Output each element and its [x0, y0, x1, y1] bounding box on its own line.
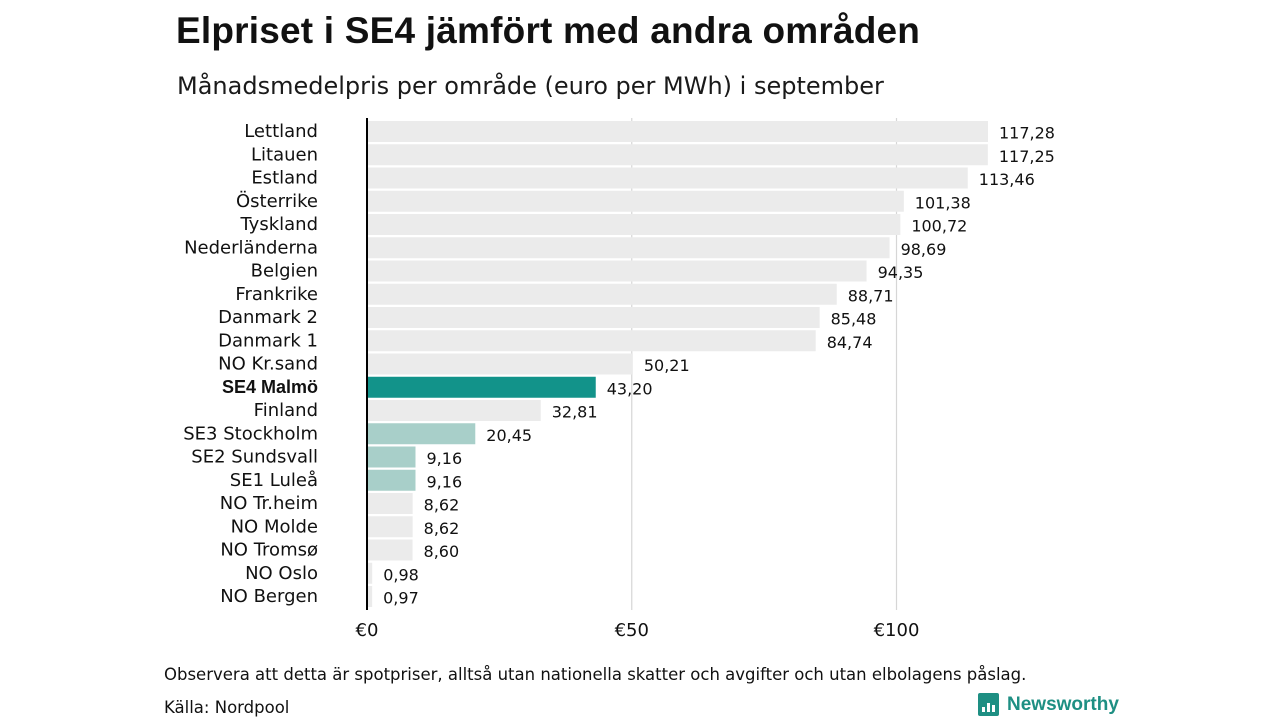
data-label: 88,71 [848, 286, 894, 305]
bar [367, 400, 541, 421]
category-label: SE3 Stockholm [183, 423, 318, 444]
data-label: 98,69 [901, 240, 947, 259]
data-label: 113,46 [979, 170, 1035, 189]
chart-subtitle: Månadsmedelpris per område (euro per MWh… [177, 72, 884, 100]
data-label: 43,20 [607, 379, 653, 398]
bar [367, 423, 476, 445]
bar [367, 353, 633, 375]
brand-name: Newsworthy [1007, 693, 1119, 715]
category-label: Danmark 1 [218, 330, 318, 351]
bar [367, 516, 413, 538]
category-label: Danmark 2 [218, 307, 318, 328]
bar [367, 376, 596, 398]
bar [367, 446, 416, 468]
data-label: 8,62 [424, 519, 460, 538]
bar [367, 167, 968, 189]
data-label: 50,21 [644, 356, 690, 375]
bar [367, 260, 867, 282]
bar [367, 144, 988, 166]
data-label: 32,81 [552, 403, 598, 422]
category-label: Nederländerna [184, 237, 318, 258]
category-label: NO Molde [231, 516, 318, 537]
category-label: NO Tr.heim [220, 493, 318, 514]
bar [367, 539, 413, 561]
category-label: Lettland [244, 121, 318, 142]
category-label: NO Tromsø [220, 540, 318, 561]
data-label: 100,72 [911, 217, 967, 236]
data-label: 8,60 [424, 542, 460, 561]
category-label: Österrike [236, 190, 318, 212]
bar [367, 330, 816, 352]
data-label: 117,28 [999, 124, 1055, 143]
data-label: 101,38 [915, 193, 971, 212]
bar [367, 283, 837, 305]
data-label: 85,48 [831, 310, 877, 329]
bar [367, 586, 373, 607]
category-label: SE1 Luleå [230, 470, 318, 491]
data-label: 84,74 [827, 333, 873, 352]
category-label: Belgien [251, 261, 318, 282]
data-label: 8,62 [424, 496, 460, 515]
chart-title: Elpriset i SE4 jämfört med andra områden [176, 10, 921, 51]
bar [367, 237, 890, 259]
bar [367, 214, 901, 235]
data-label: 0,98 [383, 565, 419, 584]
data-label: 117,25 [999, 147, 1055, 166]
category-label: Litauen [251, 144, 318, 165]
x-tick-label: €50 [615, 620, 649, 641]
data-label: 9,16 [427, 449, 463, 468]
bar-chart-icon [978, 693, 999, 716]
category-label: SE2 Sundsvall [191, 447, 318, 468]
category-label: NO Oslo [245, 563, 318, 584]
category-label: Tyskland [239, 214, 318, 235]
brand-logo[interactable]: Newsworthy [978, 693, 1119, 716]
bar [367, 307, 820, 328]
x-tick-label: €100 [874, 620, 920, 641]
bar [367, 121, 988, 142]
category-label: SE4 Malmö [222, 377, 318, 397]
bar [367, 562, 373, 584]
data-label: 94,35 [878, 263, 924, 282]
category-label: NO Bergen [220, 586, 318, 607]
bar [367, 493, 413, 514]
data-label: 9,16 [427, 472, 463, 491]
category-label: Frankrike [235, 284, 318, 305]
category-label: NO Kr.sand [218, 354, 318, 375]
x-tick-label: €0 [356, 620, 379, 641]
data-label: 0,97 [383, 589, 419, 608]
bar [367, 190, 904, 212]
category-label: Estland [251, 168, 318, 189]
source-credit: Källa: Nordpool [164, 698, 290, 717]
category-label: Finland [254, 400, 318, 421]
bar [367, 469, 416, 491]
footer-note: Observera att detta är spotpriser, allts… [164, 665, 1027, 684]
data-label: 20,45 [486, 426, 532, 445]
